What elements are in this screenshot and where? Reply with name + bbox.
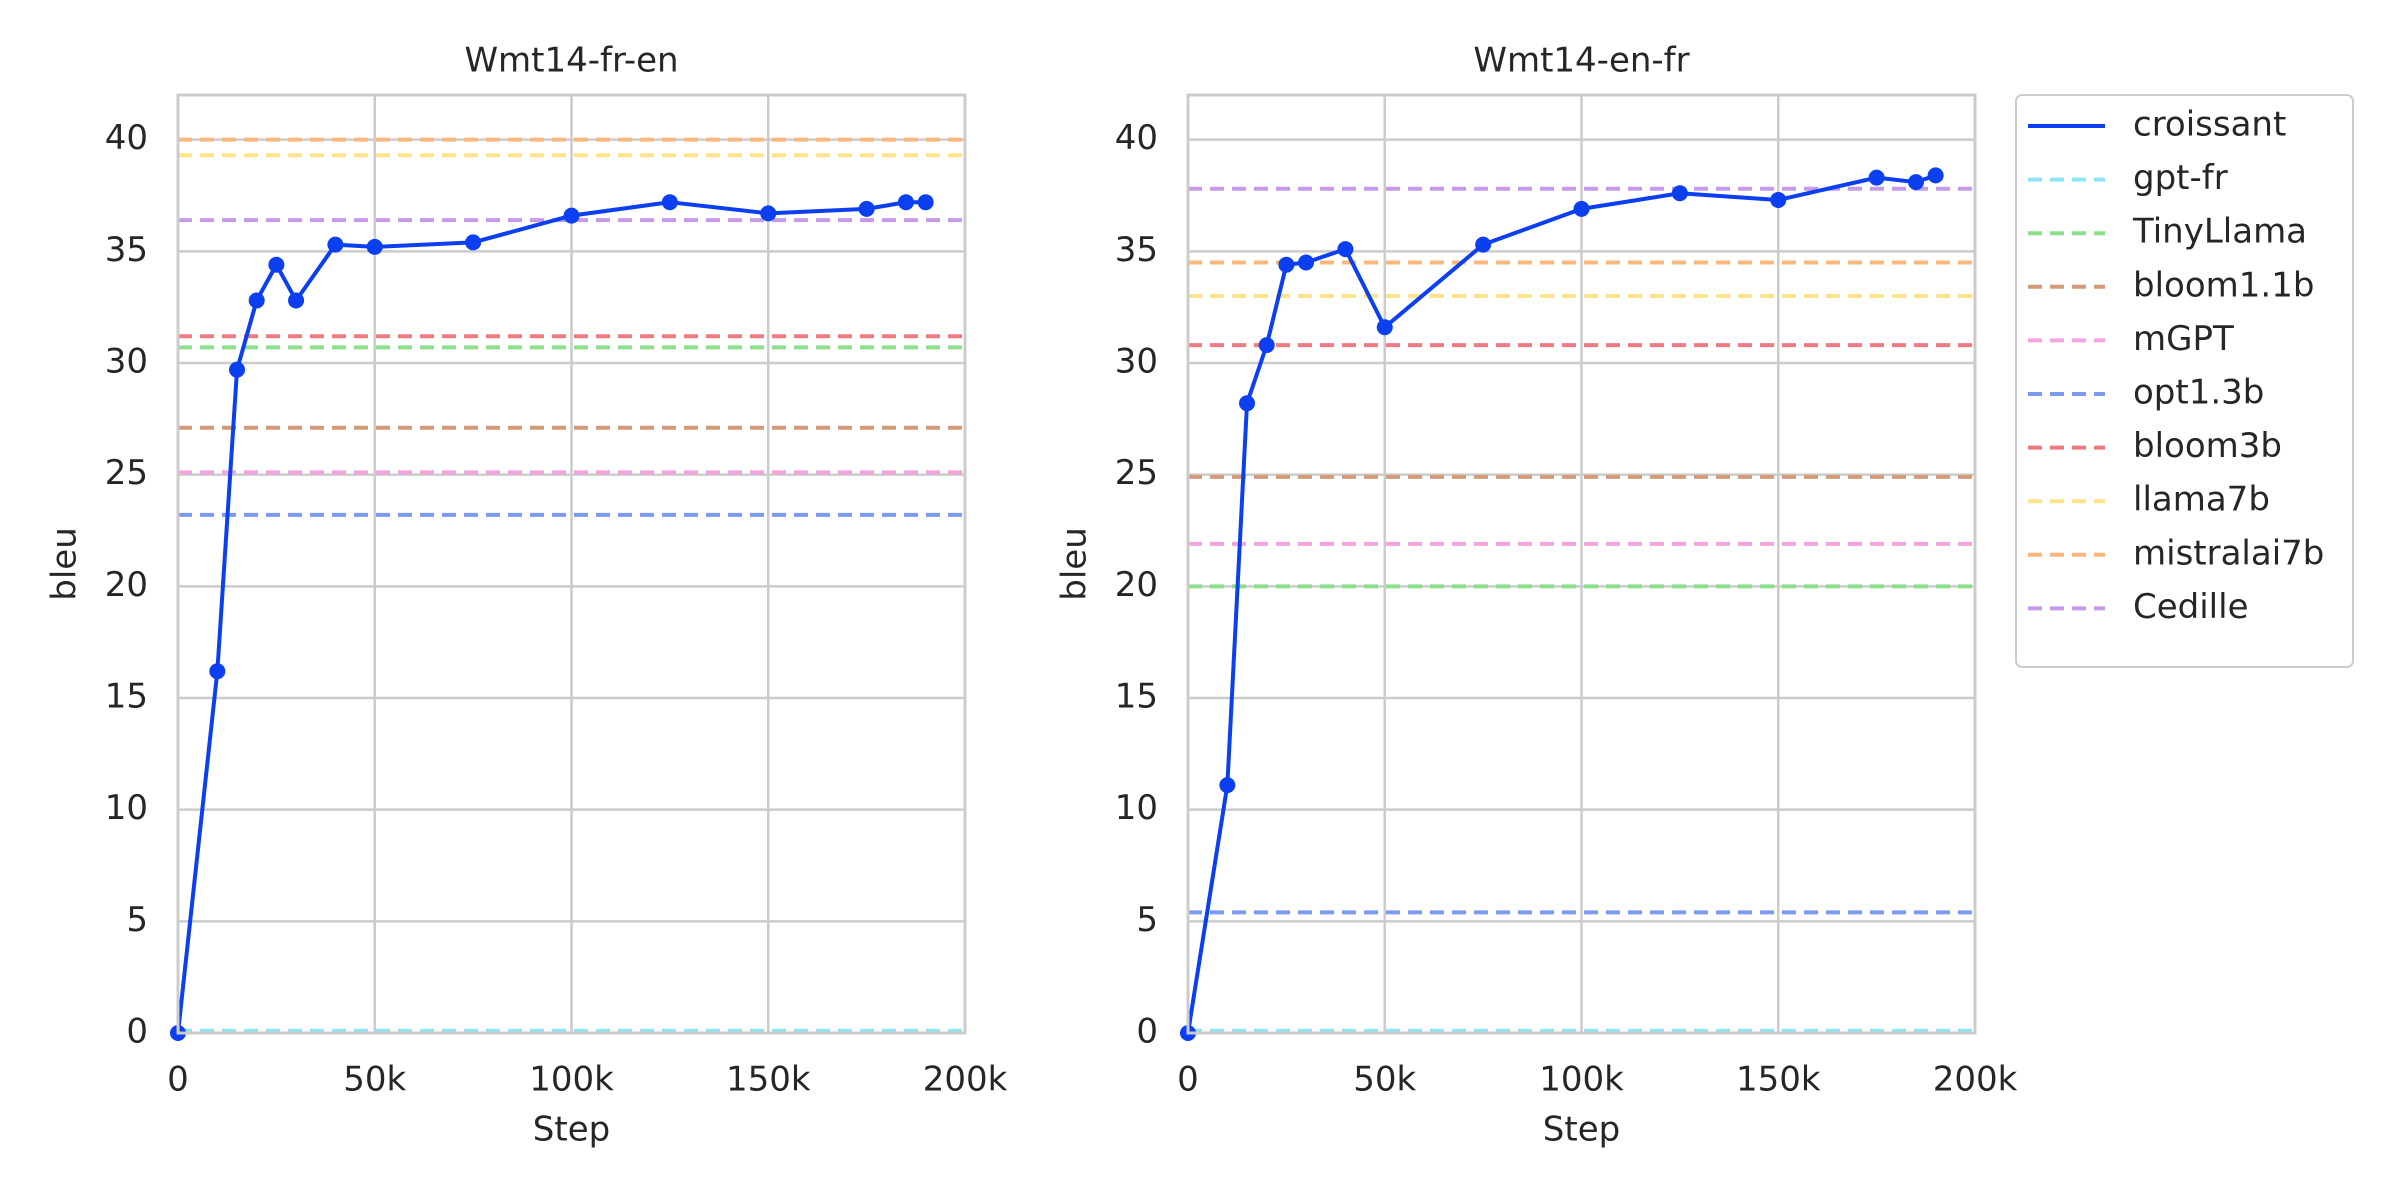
data-point xyxy=(917,194,934,211)
x-tick-label: 200k xyxy=(923,1060,1008,1100)
y-axis-label: bleu xyxy=(45,527,85,601)
x-tick-label: 150k xyxy=(726,1060,811,1100)
data-point xyxy=(897,194,914,211)
y-tick-label: 0 xyxy=(126,1012,148,1052)
legend-label: llama7b xyxy=(2133,480,2270,520)
data-point xyxy=(1868,169,1885,186)
y-tick-label: 15 xyxy=(105,677,148,717)
data-point xyxy=(1298,254,1315,271)
legend-label: mistralai7b xyxy=(2133,533,2324,573)
y-tick-label: 40 xyxy=(105,118,148,158)
data-point xyxy=(1573,200,1590,217)
legend-box xyxy=(2015,94,2354,668)
y-tick-label: 20 xyxy=(105,565,148,605)
y-tick-label: 10 xyxy=(105,788,148,828)
y-tick-label: 15 xyxy=(1115,677,1158,717)
data-point xyxy=(1239,395,1256,412)
data-point xyxy=(268,256,285,273)
plot-frame xyxy=(176,93,967,1035)
data-point xyxy=(327,236,344,253)
x-tick-label: 0 xyxy=(167,1060,189,1100)
y-tick-label: 35 xyxy=(1115,230,1158,270)
y-tick-label: 40 xyxy=(1115,118,1158,158)
data-point xyxy=(858,200,875,217)
x-tick-label: 100k xyxy=(1539,1060,1624,1100)
y-tick-label: 25 xyxy=(1115,453,1158,493)
data-point xyxy=(1337,241,1354,258)
data-point xyxy=(1927,167,1944,184)
legend-label: mGPT xyxy=(2133,319,2234,359)
legend-label: croissant xyxy=(2133,105,2286,145)
y-axis-label: bleu xyxy=(1055,527,1095,601)
data-point xyxy=(1278,256,1295,273)
x-tick-label: 100k xyxy=(529,1060,614,1100)
data-point xyxy=(1907,174,1924,191)
data-point xyxy=(229,361,246,378)
data-point xyxy=(465,234,482,251)
legend-label: TinyLlama xyxy=(2132,212,2307,252)
x-tick-label: 50k xyxy=(343,1060,406,1100)
x-tick-label: 0 xyxy=(1177,1060,1199,1100)
data-point xyxy=(1258,337,1275,354)
y-tick-label: 5 xyxy=(126,900,148,940)
data-point xyxy=(209,663,226,680)
legend-label: opt1.3b xyxy=(2133,373,2264,413)
data-point xyxy=(661,194,678,211)
data-point xyxy=(563,207,580,224)
x-tick-label: 50k xyxy=(1353,1060,1416,1100)
y-tick-label: 25 xyxy=(105,453,148,493)
series-line xyxy=(1186,173,1937,1034)
data-point xyxy=(1671,185,1688,202)
data-point xyxy=(760,205,777,222)
y-tick-label: 30 xyxy=(1115,342,1158,382)
data-point xyxy=(366,238,383,255)
x-tick-label: 200k xyxy=(1933,1060,2018,1100)
plot-frame xyxy=(1186,93,1977,1035)
x-tick-label: 150k xyxy=(1736,1060,1821,1100)
data-point xyxy=(1376,319,1393,336)
data-point xyxy=(1475,236,1492,253)
y-tick-label: 35 xyxy=(105,230,148,270)
data-point xyxy=(248,292,265,309)
legend-label: bloom3b xyxy=(2133,426,2282,466)
data-point xyxy=(288,292,305,309)
data-point xyxy=(1219,777,1236,794)
legend-label: gpt-fr xyxy=(2133,158,2228,198)
y-tick-label: 0 xyxy=(1136,1012,1158,1052)
y-tick-label: 10 xyxy=(1115,788,1158,828)
legend-label: Cedille xyxy=(2133,587,2249,627)
legend-label: bloom1.1b xyxy=(2133,265,2314,305)
data-point xyxy=(1770,191,1787,208)
chart-title: Wmt14-en-fr xyxy=(1473,41,1689,81)
chart-title: Wmt14-fr-en xyxy=(464,41,678,81)
y-tick-label: 30 xyxy=(105,342,148,382)
y-tick-label: 20 xyxy=(1115,565,1158,605)
x-axis-label: Step xyxy=(1543,1110,1620,1150)
x-axis-label: Step xyxy=(533,1110,610,1150)
series-line xyxy=(176,200,926,1034)
y-tick-label: 5 xyxy=(1136,900,1158,940)
